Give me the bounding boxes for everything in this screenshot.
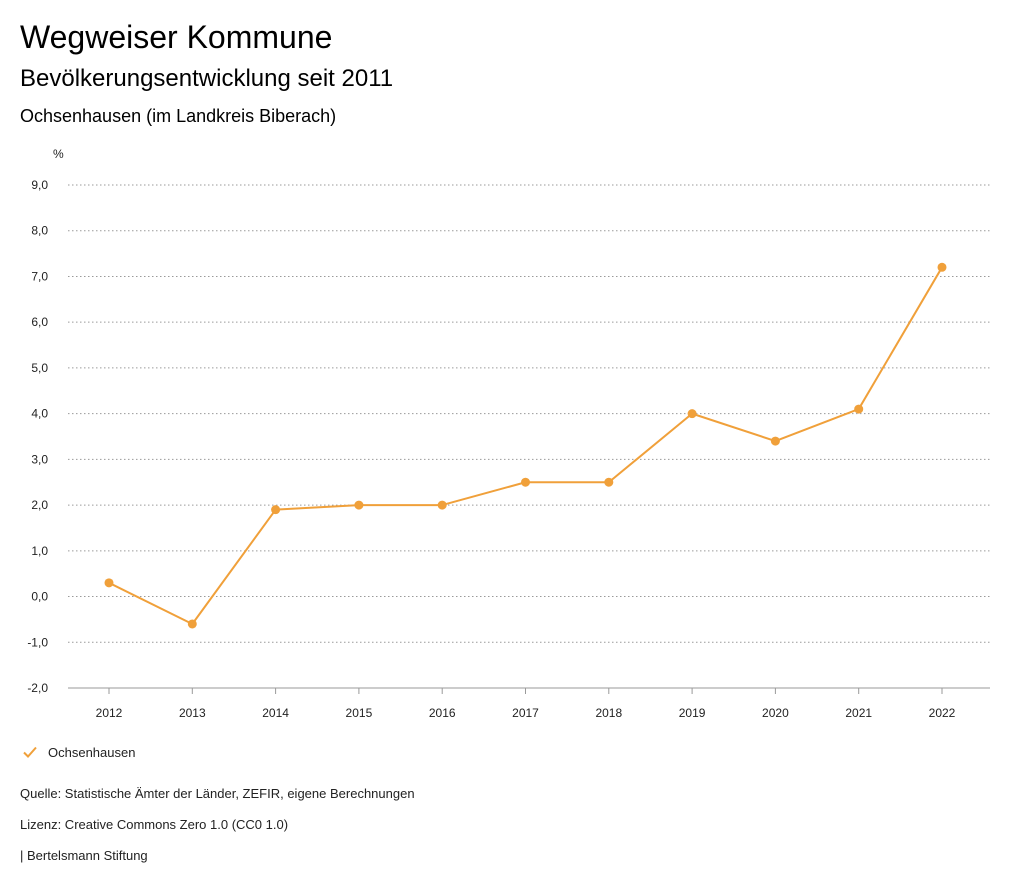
check-icon — [23, 746, 37, 758]
data-point[interactable] — [604, 477, 614, 487]
chart-subtitle: Bevölkerungsentwicklung seit 2011 — [20, 65, 394, 92]
legend-item-ochsenhausen[interactable]: Ochsenhausen — [22, 744, 135, 760]
x-tick-label: 2017 — [512, 706, 539, 720]
axes: % -2,0 -1,0 0,0 1,0 2,0 3,0 4,0 5,0 6,0 7,0 8,0 9,0 2… — [27, 147, 990, 720]
x-tick-label: 2016 — [429, 706, 456, 720]
x-tick-label: 2018 — [595, 706, 622, 720]
y-tick-label: 8,0 — [31, 224, 48, 238]
x-tick-label: 2021 — [845, 706, 872, 720]
source-note: Quelle: Statistische Ämter der Länder, Z… — [20, 786, 415, 801]
data-point[interactable] — [521, 477, 530, 487]
series-line — [108, 266, 943, 625]
legend-label: Ochsenhausen — [48, 744, 136, 760]
data-point[interactable] — [687, 409, 697, 419]
y-tick-label: -1,0 — [27, 635, 48, 649]
y-tick-label: 6,0 — [31, 315, 48, 329]
publisher-note: | Bertelsmann Stiftung — [20, 848, 148, 863]
y-tick-label: 4,0 — [31, 407, 48, 421]
x-tick-label: 2012 — [96, 706, 123, 720]
y-tick-label: 3,0 — [31, 452, 48, 466]
y-tick-label: 9,0 — [31, 178, 48, 192]
data-point[interactable] — [187, 619, 197, 629]
data-point[interactable] — [354, 500, 364, 510]
data-point[interactable] — [854, 404, 864, 414]
x-tick-label: 2014 — [262, 706, 289, 720]
series-ochsenhausen — [104, 262, 947, 629]
page-title: Wegweiser Kommune — [20, 19, 333, 55]
x-tick-label: 2020 — [762, 706, 789, 720]
x-tick-label: 2019 — [679, 706, 706, 720]
y-tick-label: 5,0 — [31, 361, 48, 375]
y-tick-label: 2,0 — [31, 498, 48, 512]
y-tick-label: 1,0 — [31, 544, 48, 558]
region-label: Ochsenhausen (im Landkreis Biberach) — [20, 106, 337, 126]
x-tick-label: 2013 — [179, 706, 206, 720]
y-tick-label: 7,0 — [31, 269, 48, 283]
grid-lines — [68, 184, 990, 689]
data-point[interactable] — [271, 505, 281, 515]
y-axis-unit-label: % — [53, 147, 64, 161]
data-point[interactable] — [937, 262, 947, 272]
y-tick-label: 0,0 — [31, 590, 48, 604]
data-point[interactable] — [437, 500, 447, 510]
line-chart: % -2,0 -1,0 0,0 1,0 2,0 3,0 4,0 5,0 6,0 7,0 8,0 9,0 2… — [27, 147, 990, 720]
y-tick-label: -2,0 — [27, 681, 48, 695]
data-point[interactable] — [770, 436, 780, 446]
license-note: Lizenz: Creative Commons Zero 1.0 (CC0 1… — [20, 817, 289, 832]
x-tick-label: 2022 — [929, 706, 956, 720]
data-point[interactable] — [104, 578, 114, 588]
x-tick-label: 2015 — [346, 706, 373, 720]
